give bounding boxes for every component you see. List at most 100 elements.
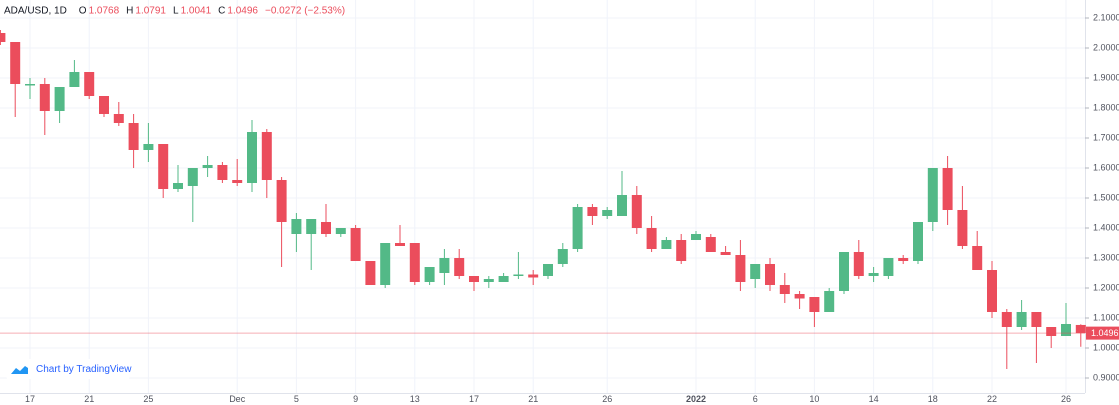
- watermark: Chart by TradingView: [6, 359, 132, 379]
- candle-body: [291, 219, 302, 234]
- candle-body: [839, 252, 849, 291]
- y-tick-label: 2.0000: [1093, 42, 1119, 52]
- y-tick-label: 1.0000: [1093, 342, 1119, 352]
- candle-body: [824, 291, 835, 312]
- candle-body: [1075, 324, 1086, 334]
- candle-body: [143, 144, 154, 150]
- candle-body: [794, 294, 805, 299]
- candle-body: [691, 234, 701, 240]
- candle-body: [247, 132, 257, 183]
- ohlc-label: H: [126, 6, 133, 17]
- candle-body: [587, 207, 598, 216]
- candle-body: [25, 84, 35, 86]
- candle-body: [913, 222, 923, 261]
- candle-body: [927, 168, 938, 222]
- watermark-text: Chart by TradingView: [36, 364, 132, 375]
- candles: 1.0496: [0, 30, 1119, 369]
- x-tick-label: 14: [869, 394, 879, 404]
- ohlc-value: 1.0768: [89, 6, 120, 17]
- x-tick-label: 22: [987, 394, 997, 404]
- candle-body: [868, 273, 879, 276]
- x-tick-label: 17: [25, 394, 35, 404]
- y-tick-label: 1.1000: [1093, 312, 1119, 322]
- candle-body: [335, 228, 346, 234]
- y-tick-label: 1.9000: [1093, 72, 1119, 82]
- candle-body: [202, 165, 213, 168]
- ohlc-label: O: [79, 6, 87, 17]
- candle-body: [957, 210, 968, 246]
- candle-body: [469, 276, 479, 282]
- candle-body: [972, 246, 983, 270]
- candle-body: [0, 33, 6, 42]
- candle-body: [779, 285, 790, 294]
- candle-body: [1031, 312, 1042, 327]
- candle-body: [350, 228, 361, 261]
- candle-body: [631, 195, 642, 228]
- candle-body: [187, 168, 198, 186]
- candle-body: [54, 87, 65, 111]
- candle-body: [454, 258, 465, 276]
- x-tick-label: 13: [410, 394, 420, 404]
- candle-body: [439, 258, 450, 273]
- candle-body: [173, 183, 183, 189]
- x-tick-label: 9: [353, 394, 358, 404]
- candle-body: [513, 274, 524, 276]
- ohlc-label: L: [173, 6, 179, 17]
- candle-body: [987, 270, 997, 312]
- candle-body: [498, 276, 509, 282]
- x-tick-label: 21: [84, 394, 94, 404]
- candle-body: [99, 96, 109, 114]
- tradingview-logo: [11, 366, 28, 374]
- x-tick-label: 21: [528, 394, 538, 404]
- candle-body: [39, 84, 50, 111]
- last-price-label: 1.0496: [1091, 328, 1119, 338]
- candle-body: [883, 258, 894, 276]
- legend-header: ADA/USD, 1D O 1.0768 H 1.0791 L 1.0041 C 1.0496−…: [4, 6, 345, 17]
- y-tick-label: 1.2000: [1093, 282, 1119, 292]
- x-tick-label: 25: [143, 394, 153, 404]
- candle-body: [898, 258, 909, 261]
- ohlc-label: C: [218, 6, 225, 17]
- candle-body: [720, 252, 731, 255]
- candle-body: [261, 132, 272, 180]
- candle-body: [409, 243, 420, 282]
- candle-body: [424, 267, 435, 282]
- candle-body: [676, 240, 687, 261]
- ohlc-value: 1.0496: [227, 6, 258, 17]
- x-tick-label: Dec: [229, 394, 246, 404]
- x-tick-label: 10: [809, 394, 819, 404]
- last-price-tag: [1086, 326, 1119, 340]
- candle-body: [765, 264, 775, 285]
- candle-body: [158, 144, 169, 189]
- candle-body: [750, 264, 761, 279]
- symbol: ADA/USD, 1D: [4, 6, 67, 17]
- candle-body: [365, 261, 376, 285]
- candle-body: [942, 168, 953, 210]
- candle-body: [528, 274, 539, 278]
- candle-body: [306, 219, 317, 234]
- candle-body: [10, 42, 21, 84]
- x-tick-label: 18: [928, 394, 938, 404]
- candle-body: [380, 243, 391, 285]
- candle-body: [321, 222, 331, 234]
- y-tick-label: 0.9000: [1093, 372, 1119, 382]
- candle-body: [543, 264, 553, 276]
- y-tick-label: 1.8000: [1093, 102, 1119, 112]
- candle-body: [69, 72, 80, 87]
- candle-body: [661, 240, 672, 249]
- candle-body: [276, 180, 287, 222]
- candle-body: [128, 123, 139, 150]
- candle-body: [809, 297, 820, 312]
- y-tick-label: 1.7000: [1093, 132, 1119, 142]
- ohlc-value: 1.0791: [135, 6, 166, 17]
- x-tick-label: 26: [1061, 394, 1071, 404]
- candle-body: [557, 249, 568, 264]
- candle-body: [646, 228, 657, 249]
- candle-body: [735, 255, 746, 282]
- change: −0.0272 (−2.53%): [265, 6, 345, 17]
- candle-body: [1061, 324, 1071, 336]
- candle-body: [1046, 327, 1057, 336]
